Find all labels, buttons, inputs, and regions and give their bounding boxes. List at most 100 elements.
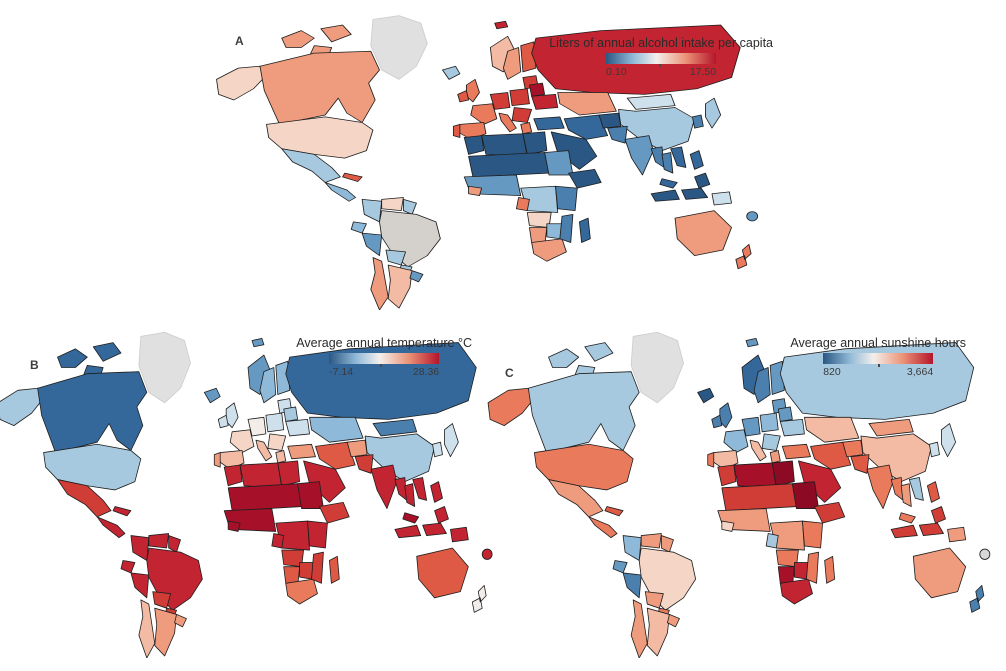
- panel-A-region-france: [470, 103, 498, 125]
- panel-B-region-japan: [444, 423, 459, 458]
- panel-B-legend: Average annual temperature °C -7.14 28.3…: [296, 336, 472, 378]
- panel-A-region-venezuela: [381, 197, 404, 211]
- panel-C-region-morocco: [717, 464, 737, 487]
- panel-B-region-turkey: [287, 443, 316, 460]
- panel-A-region-balkans: [511, 107, 533, 123]
- panel-A-region-peru: [361, 232, 383, 256]
- panel-A-region-middle_east: [550, 131, 598, 170]
- panel-B-region-east_africa: [307, 520, 328, 549]
- panel-B-region-balkans: [267, 433, 287, 451]
- panel-C-region-pakistan: [850, 454, 870, 474]
- panel-C-region-belarus: [777, 406, 793, 422]
- panel-A-scale-max: 17.50: [689, 66, 717, 78]
- panel-C-scale-min: 820: [823, 366, 841, 378]
- panel-A-region-morocco: [463, 135, 485, 155]
- panel-B-region-ireland: [217, 414, 229, 429]
- panel-B-label: B: [30, 358, 39, 372]
- panel-C-region-turkey: [781, 443, 811, 460]
- panel-C-colorbar-wrap: 820 3,664: [823, 353, 934, 378]
- panel-B-region-ecuador: [120, 560, 136, 574]
- panel-A-region-guyanas: [402, 199, 417, 215]
- panel-B-region-argentina: [154, 607, 177, 657]
- panel-A-region-new_zealand: [735, 244, 752, 270]
- world-map-C: [487, 331, 991, 658]
- panel-C-region-alaska: [487, 387, 533, 427]
- panel-C-region-balkans: [761, 433, 781, 451]
- panel-C-colorbar-tick: [878, 364, 881, 367]
- panel-C-region-sahel: [721, 483, 797, 512]
- panel-C-region-germany: [741, 416, 761, 437]
- panel-B-region-cuba: [112, 506, 132, 517]
- panel-C-colorbar: [823, 353, 934, 364]
- panel-A-region-philippines: [689, 150, 704, 170]
- panel-B-region-mozambique: [311, 551, 324, 584]
- panel-C-region-horn: [814, 501, 846, 524]
- panel-B-region-gabon: [271, 533, 285, 549]
- panel-C-region-chile: [630, 599, 648, 658]
- panel-B-region-alaska: [0, 387, 43, 427]
- panel-C-region-venezuela: [640, 533, 662, 549]
- panel-C-region-png: [947, 526, 967, 543]
- panel-B-region-central_europe: [265, 412, 285, 433]
- panel-B-region-guyanas: [168, 535, 181, 553]
- panel-C-region-greece: [769, 450, 781, 464]
- panel-B-region-indonesia: [394, 506, 449, 539]
- panel-C-region-svalbard: [745, 338, 759, 348]
- panel-B-scale-min: -7.14: [329, 366, 354, 378]
- panel-C-region-central_europe: [759, 412, 779, 433]
- panel-C-region-usa: [533, 443, 634, 491]
- panel-C-region-iceland: [697, 387, 715, 404]
- panel-B-region-middle_east: [303, 460, 346, 503]
- panel-B-region-new_zealand: [471, 584, 487, 613]
- panel-A-region-algeria_libya: [481, 133, 528, 157]
- panel-B-region-germany: [247, 416, 267, 437]
- panel-A-region-malaysia: [659, 178, 678, 189]
- panel-B-region-malaysia: [402, 512, 420, 524]
- panel-A-label: A: [235, 34, 244, 48]
- panel-A-region-argentina: [387, 264, 413, 309]
- panel-B-colorbar: [329, 353, 440, 364]
- panel-A-region-mexico: [281, 148, 341, 183]
- panel-B-colorbar-wrap: -7.14 28.36: [329, 353, 440, 378]
- panel-C-region-indonesia: [890, 506, 946, 539]
- panel-A-region-vietnam: [670, 146, 687, 168]
- panel-A-region-png: [711, 191, 732, 206]
- panel-B: B Average annual temperature °C -7.14 28…: [0, 326, 508, 658]
- panel-A-region-thailand: [661, 152, 674, 174]
- panel-C-region-ireland: [711, 414, 723, 429]
- panel-A-region-iraq_iran: [563, 114, 609, 140]
- panel-B-region-finland: [275, 360, 291, 395]
- panel-B-region-pakistan: [354, 454, 374, 474]
- panel-C-region-philippines: [926, 481, 940, 503]
- panel-A-region-finland: [520, 41, 537, 73]
- panel-A-region-horn: [568, 169, 602, 189]
- panel-B-region-korea: [432, 441, 443, 458]
- panel-C-region-arctic2: [584, 342, 614, 362]
- panel-A-region-ukraine: [531, 94, 559, 110]
- panel-C-legend-title: Average annual sunshine hours: [790, 336, 966, 350]
- panel-C-region-korea: [929, 441, 940, 458]
- panel-B-region-arctic1: [57, 348, 88, 368]
- panel-A-scale-min: 0.10: [606, 66, 627, 78]
- panel-A-region-madagascar: [578, 217, 591, 243]
- panel-C-region-gabon: [765, 533, 779, 549]
- panel-B-region-morocco: [223, 464, 243, 487]
- panel-A-region-east_africa: [555, 185, 578, 211]
- panel-B-region-france: [229, 429, 255, 453]
- panel-C-region-japan: [941, 423, 957, 458]
- panel-A-region-svalbard: [494, 20, 509, 30]
- panel-C-region-egypt: [771, 460, 795, 487]
- panel-C-region-malaysia: [898, 512, 916, 524]
- panel-B-region-usa: [43, 443, 142, 491]
- panel-C-region-colombia: [622, 535, 642, 561]
- panel-B-colorbar-tick: [379, 364, 382, 367]
- panel-C-region-ukraine: [779, 418, 805, 437]
- panel-B-region-vietnam: [412, 477, 428, 501]
- panel-A-region-pakistan: [607, 125, 628, 144]
- panel-C-region-fiji_dot: [979, 548, 991, 560]
- panel-C-region-kazakhstan: [804, 416, 860, 443]
- panel-A-region-iceland: [442, 65, 461, 80]
- panel-A-region-sudan: [544, 150, 574, 176]
- panel-C-label: C: [505, 366, 514, 380]
- panel-C-region-arctic1: [548, 348, 580, 368]
